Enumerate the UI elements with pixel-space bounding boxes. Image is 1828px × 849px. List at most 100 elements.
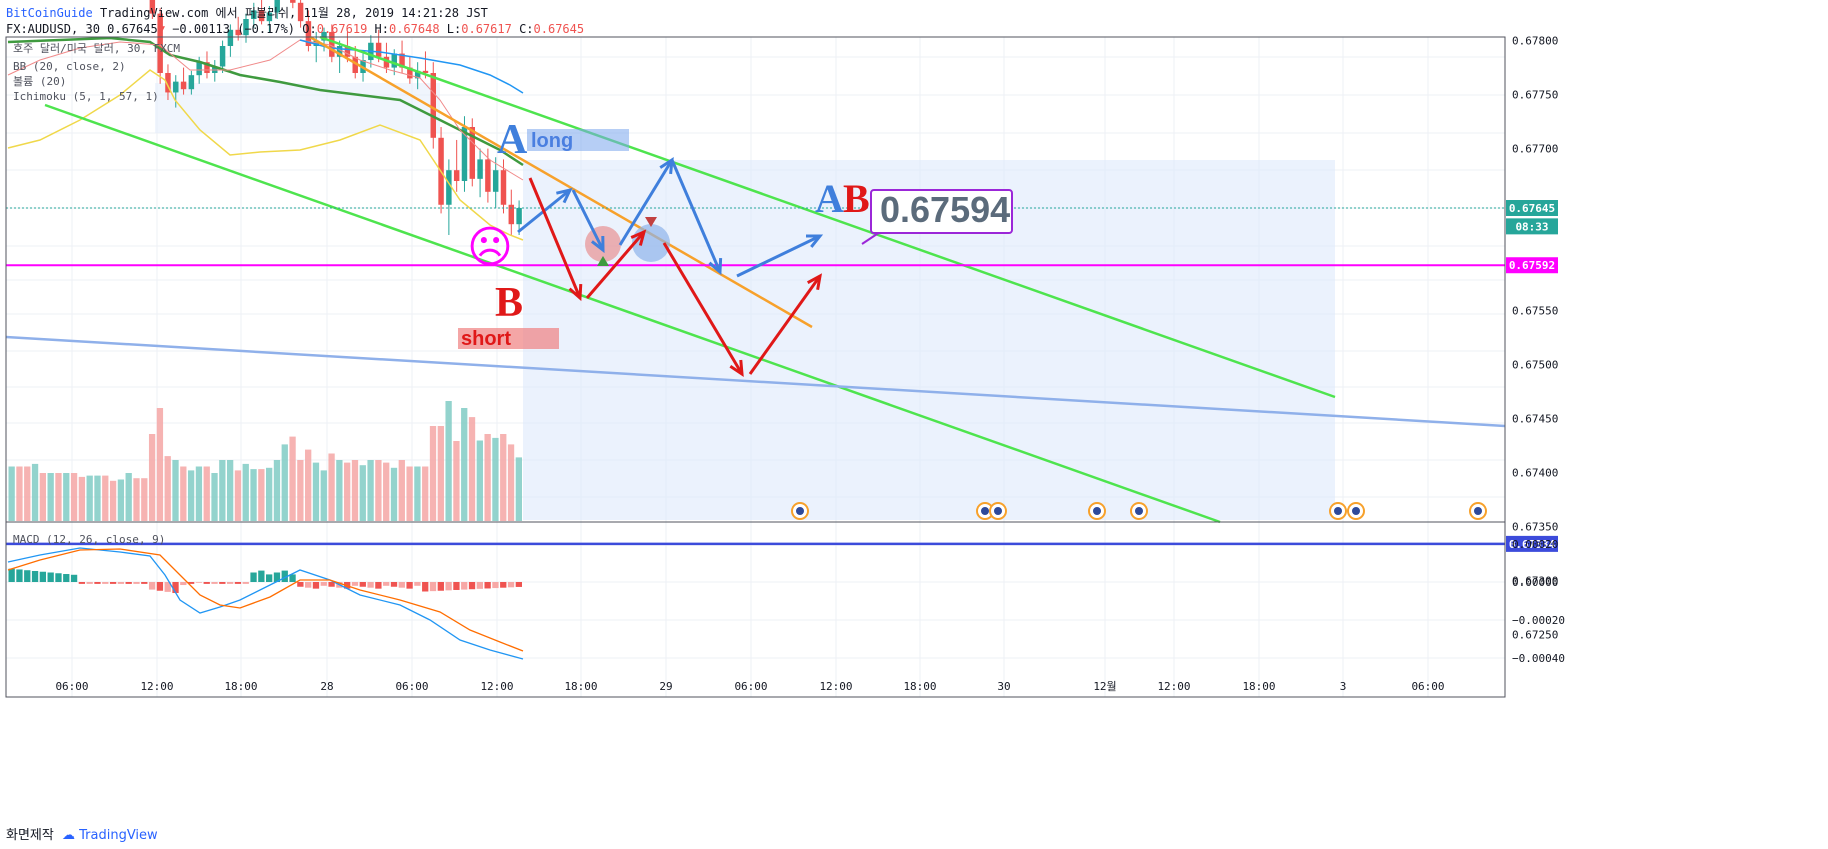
time-tick-label: 18:00: [564, 680, 597, 693]
macd-histogram-bar: [273, 572, 281, 582]
time-tick-label: 29: [659, 680, 672, 693]
macd-histogram-bar: [492, 582, 499, 589]
macd-histogram-bar: [500, 582, 507, 588]
volume-bar: [390, 467, 398, 521]
symbol-header: FX:AUDUSD, 30 0.67645▼ −0.00113 (−0.17%)…: [6, 22, 584, 36]
tradingview-logo[interactable]: ☁ TradingView: [62, 828, 158, 843]
volume-bar: [226, 460, 234, 521]
macd-histogram-bar: [484, 582, 491, 589]
candle-body: [274, 0, 280, 13]
price-badge: [1506, 257, 1558, 274]
price-tick-label: 0.67750: [1512, 89, 1558, 102]
volume-bar: [422, 466, 429, 521]
close-value: 0.67645: [533, 22, 585, 36]
price-tick-label: 0.67300: [1512, 575, 1558, 588]
candle-body: [516, 208, 522, 225]
event-icon-center: [1135, 507, 1143, 515]
down-arrow-icon: ▼: [157, 22, 165, 36]
candle-body: [173, 81, 179, 93]
macd-histogram-bar: [226, 582, 234, 584]
volume-bar: [219, 460, 226, 521]
volume-bar: [437, 426, 444, 521]
macd-histogram-bar: [453, 582, 460, 590]
volume-bar: [453, 441, 460, 521]
candle-body: [492, 170, 499, 192]
time-tick-label: 12:00: [819, 680, 852, 693]
price-tick-label: 0.67800: [1512, 35, 1558, 48]
volume-bar: [398, 460, 405, 521]
arrow-blue-5-head: [805, 234, 824, 248]
macd-legend: MACD (12, 26, close, 9): [13, 533, 165, 546]
change: −0.00113 (−0.17%): [172, 22, 296, 36]
candle-body: [321, 31, 327, 41]
candle-body: [477, 159, 483, 179]
channel-upper-line: [319, 35, 1336, 399]
volume-bar: [180, 466, 187, 521]
candle-body: [375, 42, 382, 57]
arrow-red-4: [748, 275, 822, 375]
candle-body: [196, 62, 202, 76]
volume-bar: [47, 473, 54, 521]
price-badge: [1506, 535, 1558, 552]
time-tick-label: 18:00: [1242, 680, 1275, 693]
price-tick-label: 0.67550: [1512, 305, 1558, 318]
target-price-text: 0.67594: [880, 189, 1010, 230]
volume-bar: [164, 456, 171, 521]
volume-bar: [476, 440, 483, 521]
volume-bar: [515, 457, 522, 521]
candle-body: [422, 70, 429, 73]
macd-histogram-bar: [515, 582, 522, 587]
volume-bar: [203, 466, 210, 521]
volume-bar: [102, 475, 109, 521]
candle-body: [204, 62, 210, 73]
up-flag-icon: [597, 256, 609, 266]
volume-bar: [305, 449, 312, 521]
macd-histogram-bar: [195, 582, 203, 583]
macd-histogram-bar: [31, 570, 39, 582]
volume-bar: [234, 470, 242, 521]
site-name[interactable]: BitCoinGuide: [6, 6, 93, 20]
volume-bar: [55, 473, 62, 521]
candle-body: [227, 29, 234, 46]
volume-bar: [117, 479, 125, 521]
macd-histogram-bar: [351, 582, 359, 586]
time-tick-label: 06:00: [734, 680, 767, 693]
volume-bar: [78, 476, 86, 521]
candle-body: [336, 46, 343, 57]
bb-lower-line: [7, 69, 524, 241]
time-tick-label: 06:00: [395, 680, 428, 693]
macd-histogram-bar: [468, 582, 476, 590]
candle-body: [414, 70, 421, 79]
candle-body: [297, 2, 304, 22]
volume-bar: [133, 478, 140, 521]
price-badge: [1506, 218, 1558, 235]
candle-body: [149, 0, 156, 14]
volume-bar: [242, 463, 249, 521]
volume-bar: [141, 478, 148, 521]
arrow-blue-4: [670, 159, 722, 273]
macd-histogram-bar: [375, 582, 382, 589]
volume-bar: [172, 460, 179, 521]
macd-histogram-bar: [55, 573, 62, 582]
price-badge-label: 0.67645: [1509, 202, 1555, 215]
macd-histogram-bar: [219, 582, 226, 584]
candle-body: [251, 10, 257, 19]
arrow-blue-2-head: [590, 235, 605, 254]
volume-bar: [383, 462, 390, 521]
low-value: 0.67617: [461, 22, 512, 36]
target-letter-a: A: [815, 176, 844, 221]
volume-bar: [297, 460, 304, 521]
arrow-red-3: [662, 242, 744, 375]
macd-histogram-bar: [24, 570, 31, 582]
volume-bar: [70, 473, 78, 521]
arrow-red-1-head: [568, 283, 583, 302]
time-tick-label: 28: [320, 680, 333, 693]
high-label: H:: [374, 22, 389, 36]
volume-bar: [94, 475, 101, 521]
channel-lower-line: [44, 103, 1221, 524]
volume-bar: [86, 475, 93, 521]
arrow-blue-3: [618, 159, 674, 246]
macd-histogram-bar: [422, 582, 429, 592]
publish-info: TradingView.com 에서 퍼블리쉬, 11월 28, 2019 14…: [99, 6, 488, 20]
volume-bar: [375, 460, 382, 521]
